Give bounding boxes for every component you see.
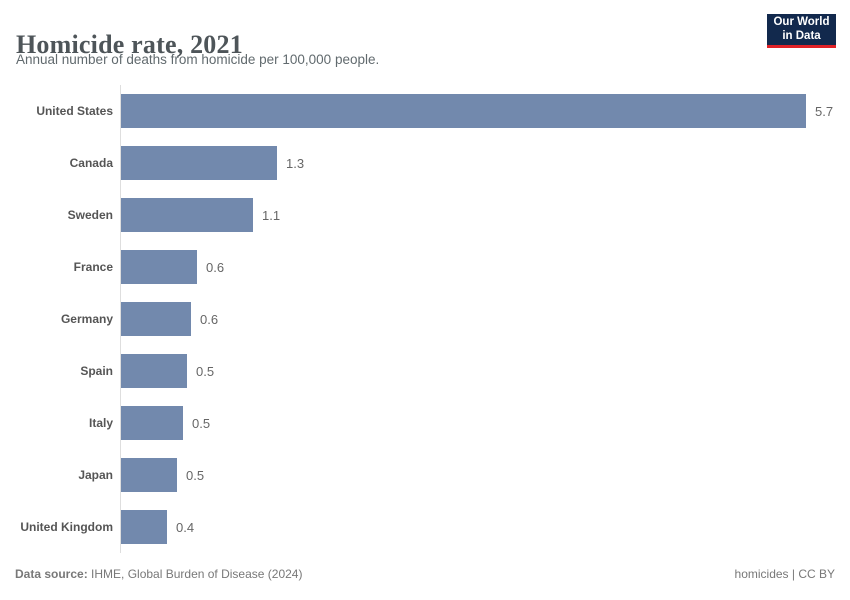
bar-row: United Kingdom 0.4 <box>15 501 835 553</box>
value-label: 1.3 <box>286 155 305 171</box>
bar-row: United States 5.7 <box>15 85 835 137</box>
bar-zone: 0.6 <box>120 241 835 293</box>
data-source-note: Data source: IHME, Global Burden of Dise… <box>15 567 302 581</box>
bar-row: Japan 0.5 <box>15 449 835 501</box>
bar[interactable] <box>121 406 183 440</box>
bar-row: Germany 0.6 <box>15 293 835 345</box>
category-label: France <box>73 260 113 274</box>
data-source-label: Data source: <box>15 567 88 581</box>
bar[interactable] <box>121 302 191 336</box>
category-label: Germany <box>60 312 113 326</box>
bar[interactable] <box>121 146 277 180</box>
owid-logo[interactable]: Our World in Data <box>767 14 836 48</box>
owid-logo-line1: Our World <box>773 16 830 28</box>
bar[interactable] <box>121 458 177 492</box>
chart-footer: Data source: IHME, Global Burden of Dise… <box>15 567 835 581</box>
owid-logo-line2: in Data <box>782 29 821 42</box>
category-label: United States <box>36 104 113 118</box>
bar[interactable] <box>121 510 167 544</box>
bar[interactable] <box>121 354 187 388</box>
value-label: 5.7 <box>815 103 834 119</box>
bar-row: France 0.6 <box>15 241 835 293</box>
bar-zone: 0.5 <box>120 397 835 449</box>
bar-row: Sweden 1.1 <box>15 189 835 241</box>
bar-zone: 1.3 <box>120 137 835 189</box>
bar-zone: 1.1 <box>120 189 835 241</box>
value-label: 0.5 <box>192 415 211 431</box>
bar-zone: 0.5 <box>120 449 835 501</box>
category-label: United Kingdom <box>20 520 113 534</box>
category-label: Sweden <box>67 208 113 222</box>
license-note: homicides | CC BY <box>734 567 835 581</box>
bar-chart: United States 5.7 Canada 1.3 Sweden 1.1 France… <box>15 85 835 553</box>
value-label: 1.1 <box>262 207 281 223</box>
bar-zone: 0.4 <box>120 501 835 553</box>
bar-row: Canada 1.3 <box>15 137 835 189</box>
value-label: 0.5 <box>196 363 215 379</box>
chart-title: Homicide rate, 2021 <box>16 30 243 60</box>
bar[interactable] <box>121 94 806 128</box>
data-source-text: IHME, Global Burden of Disease (2024) <box>87 567 303 581</box>
category-label: Canada <box>69 156 113 170</box>
category-label: Japan <box>78 468 113 482</box>
bar[interactable] <box>121 250 197 284</box>
bar-row: Spain 0.5 <box>15 345 835 397</box>
bar-zone: 0.5 <box>120 345 835 397</box>
bar[interactable] <box>121 198 253 232</box>
bar-row: Italy 0.5 <box>15 397 835 449</box>
category-label: Spain <box>80 364 113 378</box>
bar-zone: 5.7 <box>120 85 835 137</box>
value-label: 0.6 <box>200 311 219 327</box>
value-label: 0.4 <box>176 519 195 535</box>
chart-subtitle: Annual number of deaths from homicide pe… <box>16 52 380 67</box>
value-label: 0.6 <box>206 259 225 275</box>
value-label: 0.5 <box>186 467 205 483</box>
bar-zone: 0.6 <box>120 293 835 345</box>
category-label: Italy <box>88 416 113 430</box>
